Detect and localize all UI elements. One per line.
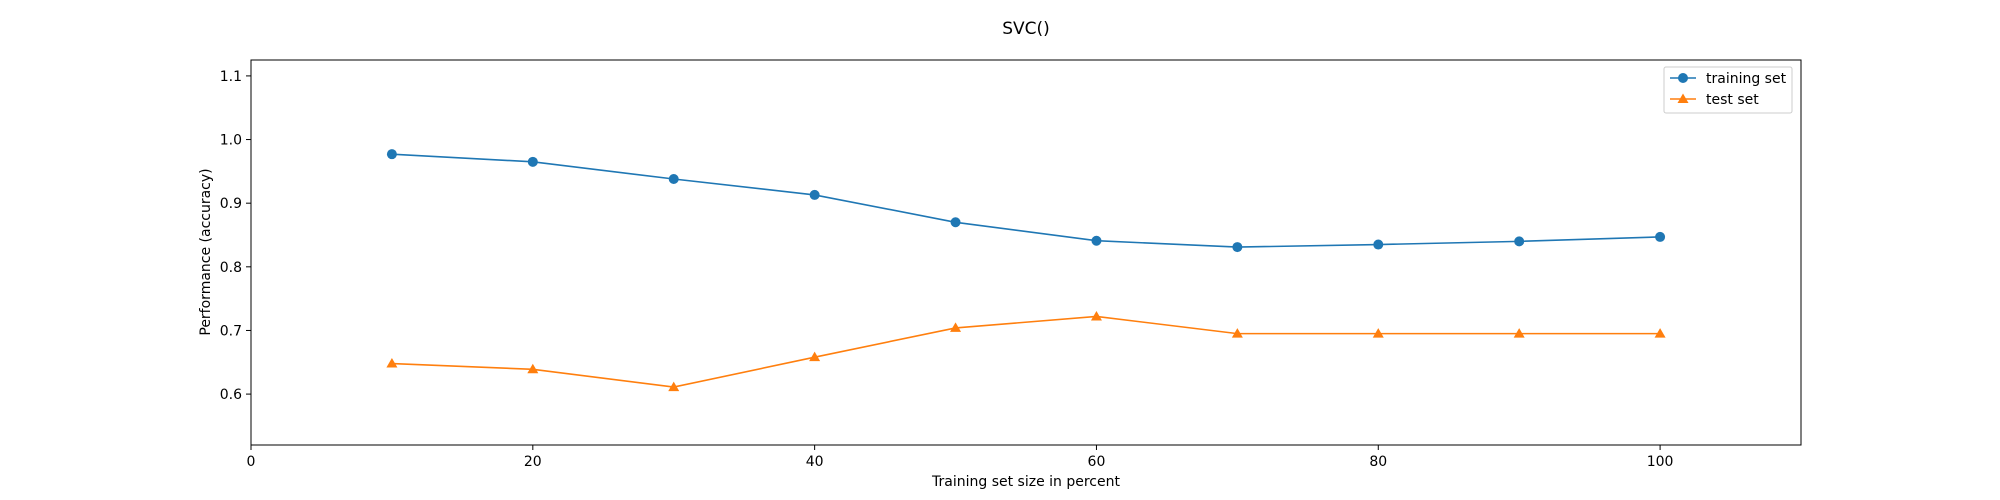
y-axis: 0.6 0.7 0.8 0.9 1.0 1.1: [220, 69, 251, 403]
series-point-0: [1091, 235, 1102, 246]
series-point-1: [1513, 328, 1525, 338]
series-point-0: [950, 217, 961, 228]
series-point-1: [809, 351, 821, 362]
series-point-1: [1372, 328, 1384, 338]
series-point-0: [809, 189, 820, 200]
x-tick-label: 40: [806, 454, 824, 470]
x-tick-label: 80: [1369, 454, 1387, 470]
y-tick-label: 1.1: [220, 69, 242, 85]
series-point-1: [668, 381, 680, 392]
series-point-1: [527, 363, 539, 374]
plot-area: [250, 59, 1802, 446]
x-axis-label: Training set size in percent: [931, 474, 1120, 490]
y-tick-label: 0.8: [220, 260, 242, 276]
y-tick-label: 1.0: [220, 133, 242, 149]
legend: training set test set: [1663, 66, 1793, 114]
y-tick-label: 0.6: [220, 387, 242, 403]
legend-label-test: test set: [1706, 92, 1759, 108]
series-point-1: [386, 358, 398, 368]
y-tick-label: 0.9: [220, 196, 242, 212]
x-tick-label: 100: [1647, 454, 1674, 470]
series-point-0: [1232, 242, 1243, 253]
series-point-1: [1231, 328, 1243, 338]
series-point-0: [527, 156, 538, 167]
legend-marker-test: [1677, 93, 1689, 103]
series-point-0: [1655, 231, 1666, 242]
x-tick-label: 0: [247, 454, 256, 470]
legend-label-training: training set: [1706, 71, 1787, 87]
x-tick-label: 20: [524, 454, 542, 470]
chart-title: SVC(): [1002, 19, 1050, 39]
series-point-0: [1514, 236, 1525, 247]
series-point-1: [1654, 328, 1666, 338]
y-axis-label: Performance (accuracy): [198, 168, 214, 335]
series-point-0: [1373, 239, 1384, 250]
y-tick-label: 0.7: [220, 323, 242, 339]
series-point-0: [668, 174, 679, 184]
legend-marker-training: [1678, 73, 1688, 83]
series-line-1: [391, 315, 1661, 388]
series-point-1: [950, 322, 962, 332]
series-line-0: [391, 153, 1661, 248]
x-axis: 0 20 40 60 80 100: [247, 445, 1674, 470]
series-point-1: [1090, 310, 1102, 321]
series-layer: [386, 149, 1666, 392]
x-tick-label: 60: [1088, 454, 1106, 470]
series-point-0: [386, 149, 397, 160]
